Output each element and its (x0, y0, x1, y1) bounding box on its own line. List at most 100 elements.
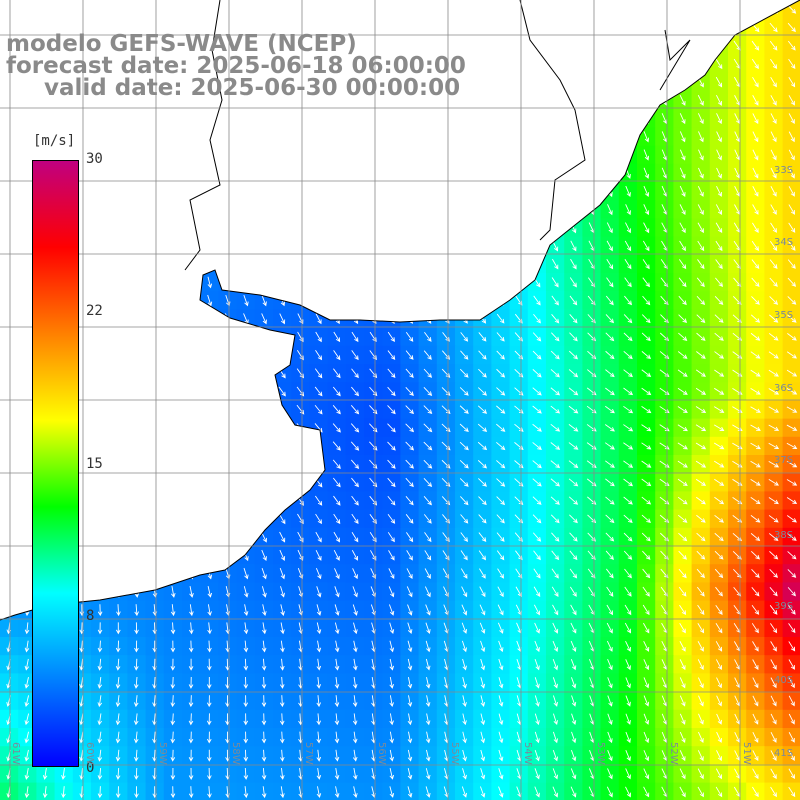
wind-arrow (460, 568, 468, 579)
wind-arrow (387, 423, 396, 433)
wind-arrow (316, 695, 322, 708)
lon-label: 51W (741, 742, 752, 765)
wind-arrow (770, 204, 777, 215)
wind-arrow (697, 94, 704, 106)
wind-arrow (42, 786, 48, 799)
wind-arrow (461, 640, 467, 653)
wind-arrow (715, 586, 723, 597)
wind-arrow (261, 658, 267, 671)
wind-arrow (207, 276, 213, 289)
wind-arrow (480, 749, 486, 762)
wind-arrow (551, 568, 559, 579)
wind-arrow (714, 478, 725, 486)
wind-arrow (696, 568, 705, 579)
wind-arrow (332, 423, 341, 433)
valid-date: valid date: 2025-06-30 00:00:00 (44, 75, 461, 101)
wind-arrow (534, 768, 540, 780)
wind-arrow (188, 658, 194, 671)
wind-arrow (477, 460, 488, 469)
wind-arrow (788, 768, 795, 780)
wind-arrow (314, 404, 323, 415)
wind-arrow (696, 532, 706, 542)
wind-arrow (750, 424, 761, 431)
wind-arrow (623, 442, 634, 450)
wind-speed-cell (782, 163, 800, 183)
wind-speed-cell (782, 546, 800, 565)
colorbar-tick: 15 (86, 456, 103, 472)
wind-arrow (389, 658, 395, 671)
wind-arrow (315, 350, 323, 361)
wind-arrow (606, 586, 614, 597)
wind-arrow (714, 550, 724, 560)
wind-arrow (788, 623, 796, 634)
wind-arrow (715, 95, 722, 106)
wind-arrow (97, 786, 103, 799)
wind-arrow (405, 514, 414, 524)
wind-arrow (352, 676, 358, 689)
wind-arrow (478, 478, 487, 487)
wind-arrow (605, 332, 615, 342)
wind-arrow (697, 622, 705, 634)
wind-arrow (604, 424, 615, 432)
wind-arrow (116, 604, 121, 617)
wind-arrow (643, 167, 650, 179)
wind-arrow (770, 131, 777, 143)
wind-arrow (423, 459, 433, 469)
wind-arrow (514, 478, 524, 487)
wind-arrow (496, 387, 506, 396)
wind-arrow (462, 713, 467, 726)
wind-arrow (770, 186, 777, 197)
wind-arrow (570, 749, 577, 762)
wind-arrow (425, 677, 431, 689)
wind-arrow (42, 767, 48, 780)
wind-arrow (460, 532, 469, 543)
wind-arrow (97, 640, 103, 653)
wind-arrow (768, 442, 780, 450)
wind-arrow (551, 277, 559, 288)
wind-arrow (352, 713, 358, 726)
wind-arrow (170, 604, 176, 617)
wind-arrow (425, 713, 431, 726)
wind-arrow (679, 641, 686, 652)
wind-arrow (423, 423, 433, 433)
wind-arrow (696, 332, 706, 341)
wind-arrow (315, 331, 322, 343)
wind-arrow (643, 695, 650, 707)
wind-arrow (533, 604, 540, 616)
wind-arrow (751, 240, 759, 251)
lat-label: 35S (774, 310, 794, 321)
wind-arrow (623, 478, 634, 487)
wind-arrow (188, 786, 194, 799)
wind-arrow (750, 551, 760, 560)
wind-arrow (641, 387, 652, 396)
wind-arrow (750, 442, 761, 450)
wind-arrow (425, 622, 431, 634)
wind-arrow (607, 204, 613, 216)
wind-arrow (389, 622, 395, 635)
wind-arrow (477, 441, 488, 451)
wind-arrow (751, 259, 760, 269)
wind-arrow (697, 768, 704, 780)
wind-arrow (788, 76, 796, 88)
wind-arrow (189, 586, 194, 598)
wind-arrow (280, 622, 285, 635)
wind-arrow (479, 586, 486, 598)
wind-arrow (534, 622, 540, 634)
wind-arrow (459, 423, 469, 433)
wind-arrow (714, 532, 724, 542)
wind-arrow (625, 204, 631, 216)
wind-arrow (332, 459, 341, 470)
lon-label: 55W (449, 742, 460, 765)
wind-arrow (24, 768, 30, 780)
wind-arrow (351, 386, 360, 397)
wind-arrow (679, 695, 686, 707)
lat-label: 37S (774, 455, 794, 466)
wind-arrow (261, 695, 267, 708)
wind-arrow (750, 406, 761, 413)
wind-arrow (314, 386, 323, 397)
wind-arrow (461, 604, 468, 616)
wind-arrow (480, 677, 486, 689)
wind-arrow (478, 332, 487, 342)
wind-arrow (261, 786, 267, 799)
